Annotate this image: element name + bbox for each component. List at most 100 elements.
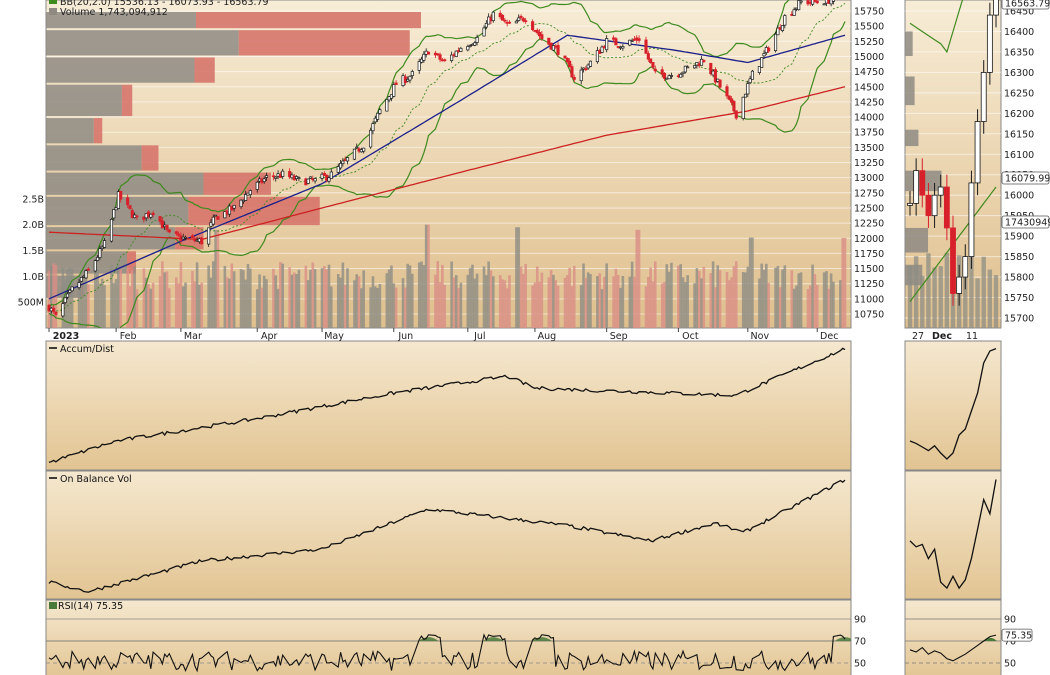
candle-body [443,59,447,62]
zoom-badge-value: 17430949 [1005,218,1050,229]
candle-body [815,0,819,4]
candle-body [514,20,518,24]
zoom-date-label: Dec [932,331,952,342]
candle-body [605,38,609,51]
zoom-volume-bar [907,265,913,328]
zoom-volume-bar [963,277,968,328]
candle-body [743,93,748,98]
bb-legend: BB(20,2.0) 15536.13 - 16073.93 - 16563.7… [60,0,269,8]
volume-bar [718,270,722,328]
candle-body [306,178,310,184]
candle-body [637,38,641,41]
candle-body [595,50,599,63]
volume-bar [505,288,509,328]
volume-bar [741,271,745,328]
candle-body [621,46,625,49]
candle-body [503,19,507,22]
volume-bar [181,286,185,328]
candle-body [831,0,835,2]
volume-bar [778,287,782,328]
volume-bar [781,269,784,328]
candle-body [130,210,134,218]
volume-bar [232,271,236,328]
volume-bar [482,266,486,328]
candle-body [524,20,528,23]
candle-body [762,53,766,57]
candle-body [734,110,738,119]
volume-bar [165,271,169,328]
rsi-axis-label: 50 [854,659,866,670]
candle-body [100,246,104,249]
candle-body [313,178,317,182]
volume-bar [68,267,72,328]
rsi-badge-box [1001,628,1033,642]
volume-bar [135,289,139,328]
candle-body [797,0,801,11]
volume-bar [503,280,507,328]
vbp-bar-down [196,12,421,29]
volume-bar [552,274,555,328]
zoom-candle-body [968,182,975,257]
candle-body [767,47,771,52]
volume-bar [306,280,310,328]
month-label: Nov [751,331,770,342]
volume-bar [191,270,194,328]
volume-bar [811,264,814,328]
candle-body [822,3,826,6]
volume-bar [797,273,801,328]
candle-body [61,303,65,317]
price-axis-label: 14500 [854,82,884,93]
price-axis-label: 11500 [854,264,884,275]
volume-bar [422,265,426,328]
zoom-volume-bar [981,256,986,328]
volume-bar [52,263,55,328]
month-label: May [324,331,344,342]
volume-bar [362,270,365,328]
volume-axis-label: 2.5B [22,194,44,205]
volume-bar [734,261,738,328]
candle-body [216,216,220,220]
candle-body [239,199,243,208]
candle-body [241,200,245,202]
candle-body [568,60,572,68]
volume-bar [700,278,703,328]
volume-bar [653,261,657,328]
candle-body [190,235,195,238]
volume-bar [161,261,164,328]
volume-bar [572,265,576,328]
zoom-rsi-axis-label: 90 [1004,615,1016,626]
candle-body [373,117,377,123]
volume-bar [117,264,120,328]
candle-body [352,148,356,160]
volume-bar [279,261,282,328]
rsi-title: RSI(14) 75.35 [58,601,123,612]
zoom-candle-body [980,72,987,122]
candle-body [774,33,778,52]
candle-body [68,289,72,293]
rsi-axis-label: 90 [854,615,866,626]
candle-body [385,98,389,112]
candle-body [709,63,713,75]
volume-bar [436,261,440,328]
candle-body [584,68,588,71]
volume-bar [96,268,99,328]
zoom-axis-label: 15700 [1004,314,1034,325]
volume-bar [450,261,453,328]
volume-bar [748,237,752,328]
volume-bar [649,267,652,328]
candle-body [86,268,90,271]
zoom-volume-bar [969,251,974,328]
candle-body [369,129,373,148]
candle-body [376,112,380,120]
volume-bar [524,264,527,328]
candle-body [271,175,276,178]
candle-body [588,60,593,67]
volume-bar [100,278,104,328]
volume-bar [87,284,90,328]
zoom-axis-label: 16250 [1004,88,1034,99]
obv-line [48,479,846,593]
volume-bar [614,268,618,328]
volume-bar [579,285,583,328]
candle-body [262,178,266,182]
volume-bar [404,287,407,328]
